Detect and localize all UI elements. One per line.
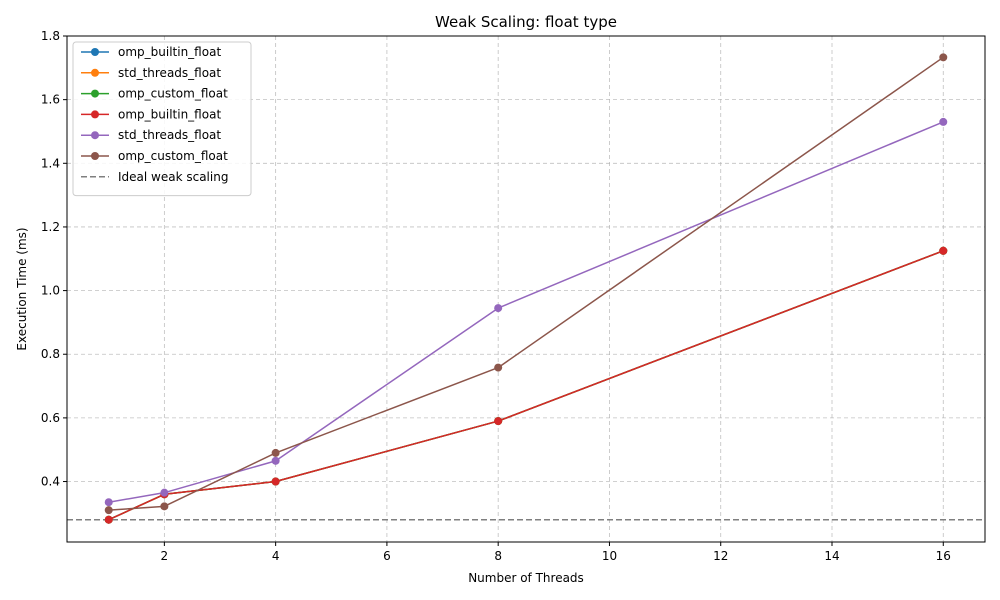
y-tick-label: 1.2 xyxy=(41,220,60,234)
data-point xyxy=(939,117,948,126)
series-omp_custom_float xyxy=(104,53,948,515)
legend-label: Ideal weak scaling xyxy=(118,170,228,184)
legend-entry: omp_custom_float xyxy=(81,149,228,163)
data-point xyxy=(104,506,113,515)
legend-label: std_threads_float xyxy=(118,128,221,142)
data-point xyxy=(160,488,169,497)
y-tick-label: 1.6 xyxy=(41,93,60,107)
chart-title: Weak Scaling: float type xyxy=(435,13,617,31)
legend-swatch-marker xyxy=(91,152,99,160)
data-point xyxy=(271,448,280,457)
legend-label: omp_builtin_float xyxy=(118,107,221,121)
x-tick-label: 6 xyxy=(383,549,391,563)
data-point xyxy=(494,304,503,313)
legend-label: omp_custom_float xyxy=(118,149,228,163)
x-tick-label: 10 xyxy=(602,549,617,563)
data-point xyxy=(271,456,280,465)
legend-swatch-marker xyxy=(91,48,99,56)
x-tick-label: 16 xyxy=(936,549,951,563)
legend-label: omp_builtin_float xyxy=(118,45,221,59)
legend-entry: omp_builtin_float xyxy=(81,45,221,59)
data-point xyxy=(104,515,113,524)
plot-area-frame xyxy=(66,35,986,543)
x-tick-label: 14 xyxy=(824,549,839,563)
legend-entry: Ideal weak scaling xyxy=(81,170,228,184)
data-point xyxy=(271,477,280,486)
legend-entry: std_threads_float xyxy=(81,128,221,142)
y-tick-label: 0.6 xyxy=(41,411,60,425)
legend-swatch-marker xyxy=(91,110,99,119)
legend-label: omp_custom_float xyxy=(118,87,228,101)
x-tick-label: 2 xyxy=(161,549,169,563)
axis-ticks: 2 4 6 8 10 12 14 16 0.4 0.6 0.8 1.0 1.2 1.4 1.6 1.8 xyxy=(41,29,951,563)
x-tick-label: 8 xyxy=(494,549,502,563)
legend-swatch-marker xyxy=(91,68,99,77)
y-tick-label: 0.4 xyxy=(41,475,60,489)
x-tick-label: 12 xyxy=(713,549,728,563)
legend-swatch-marker xyxy=(91,89,99,98)
data-point xyxy=(494,363,503,372)
data-point xyxy=(104,498,113,507)
legend-entry: omp_builtin_float xyxy=(81,107,221,121)
series-std_threads_float xyxy=(104,117,948,507)
x-axis-label: Number of Threads xyxy=(468,571,584,585)
x-tick-label: 4 xyxy=(272,549,280,563)
series-layer xyxy=(104,53,948,524)
legend-entry: std_threads_float xyxy=(81,66,221,80)
y-tick-label: 1.4 xyxy=(41,156,60,170)
y-tick-label: 1.8 xyxy=(41,29,60,43)
y-axis-label: Execution Time (ms) xyxy=(15,227,29,350)
legend-box xyxy=(72,41,252,197)
y-tick-label: 1.0 xyxy=(41,284,60,298)
legend-entry: omp_custom_float xyxy=(81,87,228,101)
y-tick-label: 0.8 xyxy=(41,347,60,361)
data-point xyxy=(939,53,948,62)
legend-label: std_threads_float xyxy=(118,66,221,80)
data-point xyxy=(939,246,948,255)
legend-swatch-marker xyxy=(91,131,99,140)
data-point xyxy=(494,417,503,426)
legend: omp_builtin_float std_threads_float omp_cu… xyxy=(72,41,252,197)
data-point xyxy=(160,502,169,511)
series-omp_builtin_float xyxy=(104,246,948,524)
